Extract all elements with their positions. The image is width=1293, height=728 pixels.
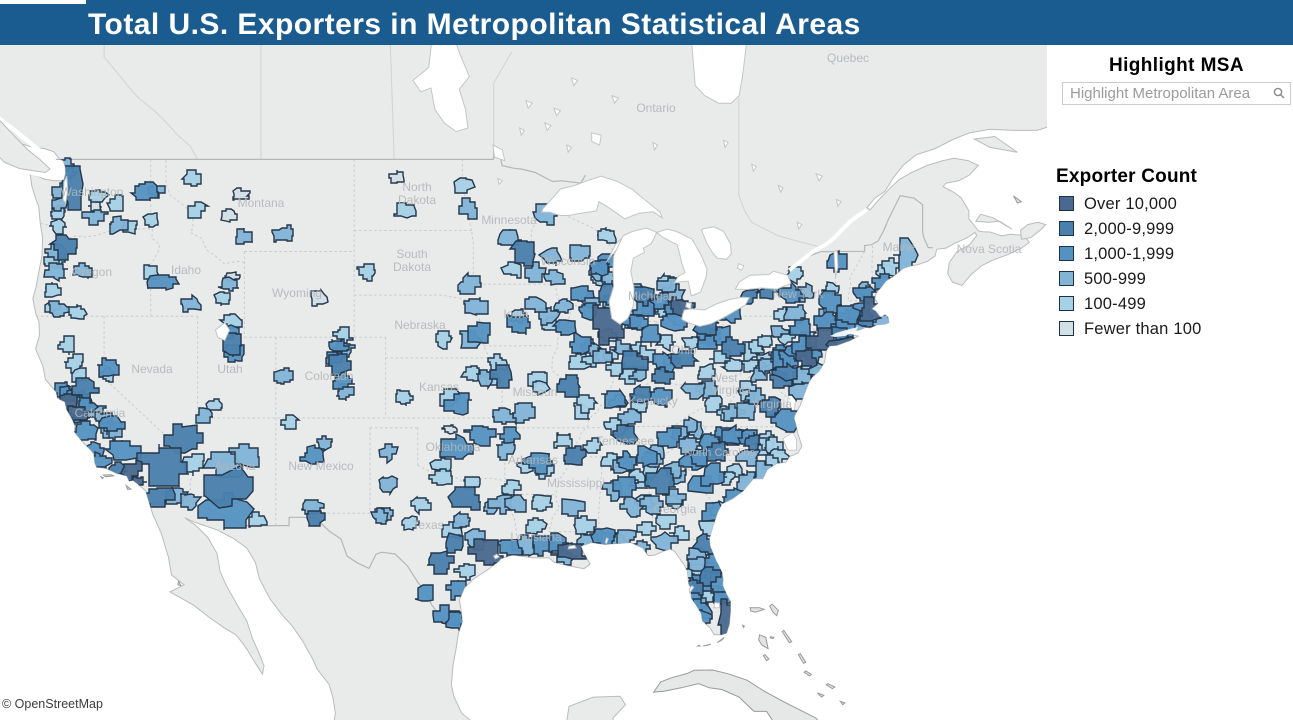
svg-text:Nova Scotia: Nova Scotia [957, 242, 1022, 256]
svg-text:Minnesota: Minnesota [481, 213, 537, 227]
svg-text:New Mexico: New Mexico [288, 459, 354, 473]
svg-text:New York: New York [773, 287, 825, 301]
svg-text:Tennessee: Tennessee [596, 434, 654, 448]
svg-text:Washington: Washington [61, 185, 124, 199]
svg-text:Dakota: Dakota [393, 260, 431, 274]
svg-text:Dakota: Dakota [398, 193, 436, 207]
svg-text:Texas: Texas [412, 518, 443, 532]
svg-text:Nevada: Nevada [131, 362, 173, 376]
svg-text:North Carolina: North Carolina [685, 447, 757, 459]
svg-text:Mississippi: Mississippi [547, 476, 605, 490]
svg-text:Kansas: Kansas [419, 380, 459, 394]
svg-text:Virginia: Virginia [752, 397, 792, 411]
svg-text:Oregon: Oregon [72, 265, 112, 279]
svg-text:Georgia: Georgia [654, 502, 697, 516]
svg-text:Virginia: Virginia [711, 383, 751, 397]
svg-text:Kentucky: Kentucky [628, 394, 677, 408]
svg-text:Ontario: Ontario [636, 101, 676, 115]
svg-text:Iowa: Iowa [503, 307, 529, 321]
svg-text:Colorado: Colorado [305, 369, 354, 383]
svg-text:North: North [402, 180, 431, 194]
svg-text:Nebraska: Nebraska [394, 318, 446, 332]
svg-text:Maine: Maine [883, 240, 916, 254]
svg-text:Michigan: Michigan [628, 289, 676, 303]
svg-text:Arizona: Arizona [215, 459, 256, 473]
svg-text:Louisiana: Louisiana [510, 530, 562, 544]
svg-text:Missouri: Missouri [513, 385, 558, 399]
svg-text:Wyoming: Wyoming [272, 286, 322, 300]
svg-text:Wisconsin: Wisconsin [541, 254, 596, 268]
svg-text:West: West [710, 371, 738, 385]
svg-text:Arkansas: Arkansas [508, 453, 558, 467]
svg-text:Oklahoma: Oklahoma [426, 440, 481, 454]
svg-text:Quebec: Quebec [827, 51, 869, 65]
svg-text:Montana: Montana [238, 196, 285, 210]
svg-text:California: California [75, 406, 126, 420]
svg-text:Ohio: Ohio [671, 343, 697, 357]
svg-text:Idaho: Idaho [171, 263, 201, 277]
svg-text:Utah: Utah [217, 362, 242, 376]
svg-text:South: South [396, 247, 427, 261]
